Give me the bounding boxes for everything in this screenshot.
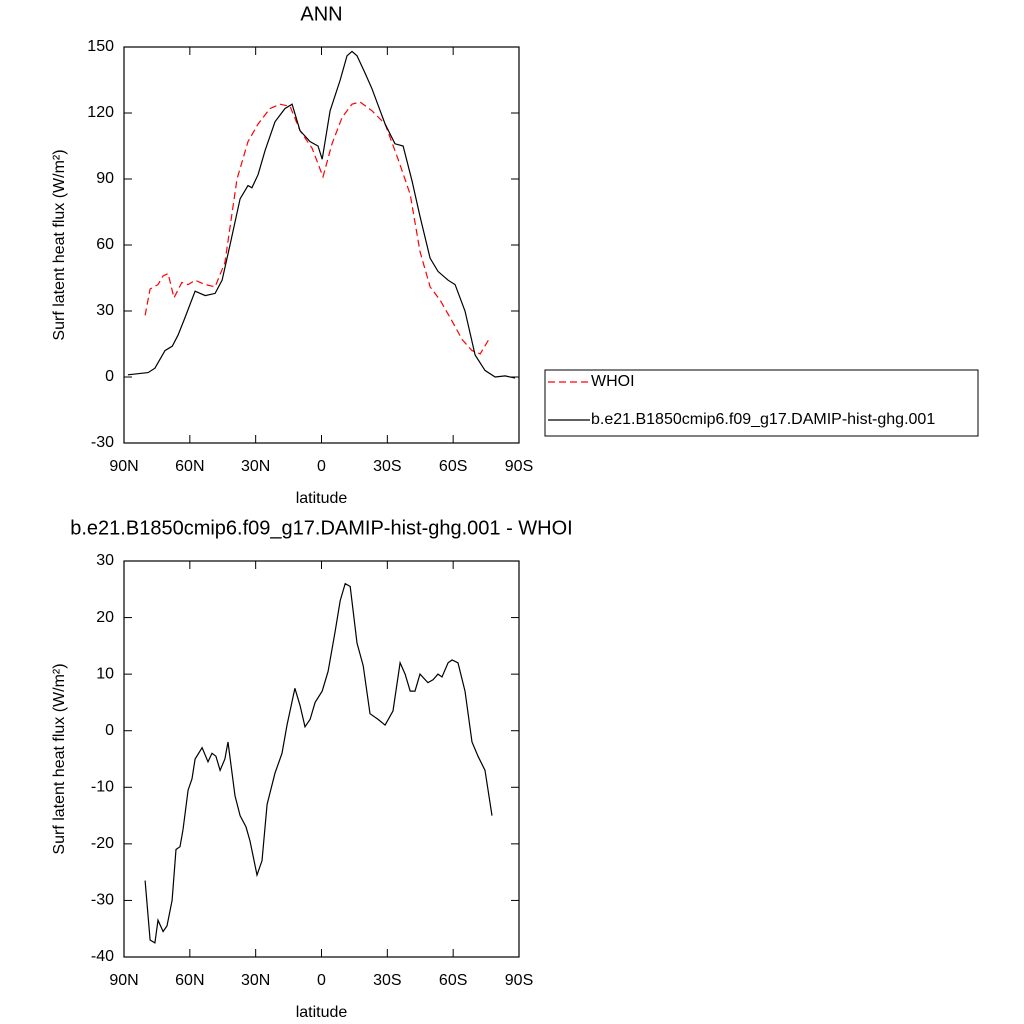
x-tick-label: 60S (439, 972, 467, 989)
x-tick-label: 30S (373, 458, 401, 475)
x-tick-label: 30N (241, 458, 270, 475)
x-axis-label: latitude (296, 1004, 348, 1021)
y-tick-label: -10 (91, 779, 114, 796)
chart-title: b.e21.B1850cmip6.f09_g17.DAMIP-hist-ghg.… (70, 517, 572, 539)
x-tick-label: 90N (109, 972, 138, 989)
y-tick-label: 120 (87, 104, 114, 121)
y-tick-label: -30 (91, 892, 114, 909)
chart-title: ANN (300, 3, 342, 25)
y-tick-label: -30 (91, 434, 114, 451)
series-line (127, 50, 516, 379)
plot-frame (123, 560, 520, 958)
y-axis-label: Surf latent heat flux (W/m²) (51, 149, 68, 340)
x-axis-label: latitude (296, 490, 348, 507)
y-tick-label: 10 (96, 665, 114, 682)
y-tick-label: -20 (91, 835, 114, 852)
legend-label: b.e21.B1850cmip6.f09_g17.DAMIP-hist-ghg.… (591, 411, 935, 428)
x-tick-label: 90N (109, 458, 138, 475)
x-tick-label: 30N (241, 972, 270, 989)
x-tick-label: 60S (439, 458, 467, 475)
y-tick-label: 60 (96, 236, 114, 253)
x-tick-label: 60N (175, 972, 204, 989)
y-tick-label: -40 (91, 948, 114, 965)
x-tick-label: 0 (317, 972, 326, 989)
y-tick-label: 30 (96, 302, 114, 319)
x-tick-label: 0 (317, 458, 326, 475)
x-tick-label: 90S (505, 458, 533, 475)
x-tick-label: 90S (505, 972, 533, 989)
plot-frame (123, 46, 520, 444)
y-tick-label: 150 (87, 38, 114, 55)
legend-box (544, 369, 979, 437)
series-line (144, 582, 493, 944)
series-line (144, 101, 491, 355)
y-tick-label: 90 (96, 170, 114, 187)
y-tick-label: 30 (96, 552, 114, 569)
x-tick-label: 60N (175, 458, 204, 475)
y-tick-label: 20 (96, 609, 114, 626)
legend: WHOI b.e21.B1850cmip6.f09_g17.DAMIP-hist-… (544, 369, 979, 437)
legend-label: WHOI (591, 373, 635, 390)
x-tick-label: 30S (373, 972, 401, 989)
y-axis-label: Surf latent heat flux (W/m²) (51, 663, 68, 854)
y-tick-label: 0 (105, 722, 114, 739)
y-tick-label: 0 (105, 368, 114, 385)
